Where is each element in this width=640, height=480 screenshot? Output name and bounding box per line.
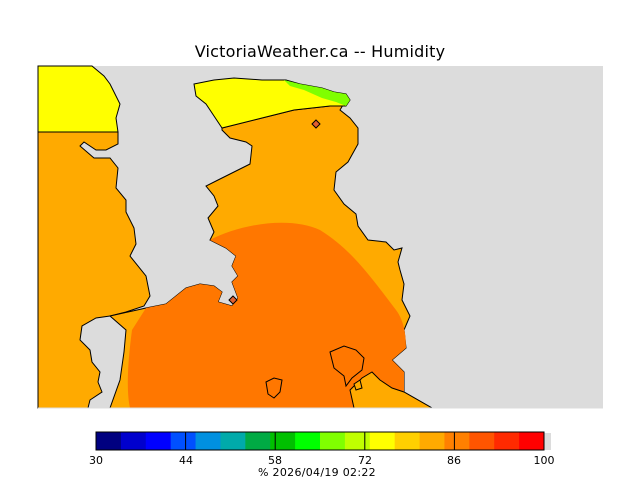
island-small-east	[353, 379, 363, 391]
west-shore-region	[37, 131, 151, 409]
station-marker-south	[228, 295, 238, 305]
colorbar-cell	[444, 432, 470, 450]
colorbar-cell	[120, 432, 147, 450]
colorbar-cells	[96, 432, 545, 450]
colorbar-tick-label: 44	[179, 454, 193, 467]
island-east	[329, 345, 365, 388]
colorbar-tick-label: 58	[268, 454, 282, 467]
colorbar-cell	[419, 432, 445, 450]
footer-timestamp: % 2026/04/19 02:22	[258, 466, 376, 479]
colorbar-overflow-cap	[544, 433, 551, 450]
colorbar-cell	[295, 432, 321, 450]
north-green-band	[284, 80, 350, 106]
colorbar-cell	[270, 432, 296, 450]
colorbar-cell	[170, 432, 197, 450]
colorbar-ticks	[95, 432, 545, 450]
colorbar-cell	[195, 432, 221, 450]
colorbar-tick-label: 86	[447, 454, 461, 467]
colorbar-tick-label: 72	[358, 454, 372, 467]
colorbar-cell	[494, 432, 520, 450]
map-title: VictoriaWeather.ca -- Humidity	[194, 42, 446, 61]
colorbar-tick-label: 100	[533, 454, 555, 467]
colorbar-cell	[394, 432, 421, 450]
colorbar-cell	[344, 432, 371, 450]
island-south	[265, 377, 283, 399]
northwest-yellow-region	[37, 65, 121, 133]
colorbar-cell	[220, 432, 246, 450]
colorbar-cell	[519, 432, 545, 450]
colorbar-tick-label: 30	[89, 454, 103, 467]
station-marker-north	[311, 119, 321, 129]
colorbar-cell	[369, 432, 396, 450]
colorbar-cell	[96, 432, 122, 450]
colorbar-cell	[245, 432, 271, 450]
colorbar-cell	[145, 432, 172, 450]
colorbar-cell	[469, 432, 495, 450]
colorbar-cell	[320, 432, 346, 450]
